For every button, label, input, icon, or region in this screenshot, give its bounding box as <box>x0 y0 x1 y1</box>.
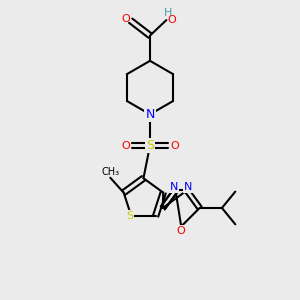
Text: O: O <box>177 226 186 236</box>
Text: O: O <box>121 14 130 24</box>
Text: CH₃: CH₃ <box>101 167 119 177</box>
Text: N: N <box>145 108 155 121</box>
Text: O: O <box>170 140 179 151</box>
Text: S: S <box>146 139 154 152</box>
Text: O: O <box>121 140 130 151</box>
Text: S: S <box>126 211 133 221</box>
Text: H: H <box>164 8 172 18</box>
Text: N: N <box>170 182 178 192</box>
Text: N: N <box>184 182 193 192</box>
Text: O: O <box>167 14 176 25</box>
